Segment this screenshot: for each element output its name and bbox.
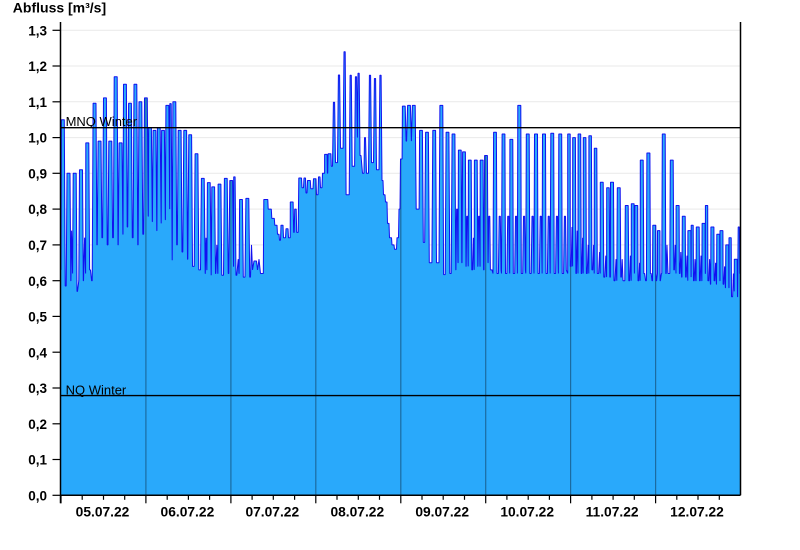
svg-text:1,1: 1,1 [28, 95, 47, 110]
svg-text:08.07.22: 08.07.22 [330, 505, 384, 520]
svg-text:0,1: 0,1 [28, 453, 47, 468]
svg-text:1,0: 1,0 [28, 131, 47, 146]
svg-text:0,6: 0,6 [28, 274, 47, 289]
svg-text:07.07.22: 07.07.22 [245, 505, 299, 520]
svg-text:1,3: 1,3 [28, 23, 47, 38]
svg-text:10.07.22: 10.07.22 [500, 505, 554, 520]
svg-text:0,5: 0,5 [28, 310, 47, 325]
svg-text:12.07.22: 12.07.22 [670, 505, 724, 520]
svg-text:1,2: 1,2 [28, 59, 47, 74]
svg-text:MNQ Winter: MNQ Winter [66, 114, 138, 129]
svg-text:0,8: 0,8 [28, 202, 47, 217]
svg-text:06.07.22: 06.07.22 [161, 505, 215, 520]
svg-text:05.07.22: 05.07.22 [76, 505, 130, 520]
svg-text:09.07.22: 09.07.22 [415, 505, 469, 520]
svg-text:0,9: 0,9 [28, 166, 47, 181]
svg-text:0,0: 0,0 [28, 488, 47, 503]
svg-text:0,3: 0,3 [28, 381, 47, 396]
svg-text:0,7: 0,7 [28, 238, 47, 253]
svg-text:11.07.22: 11.07.22 [586, 505, 639, 520]
svg-text:Abfluss [m³/s]: Abfluss [m³/s] [13, 0, 106, 16]
svg-text:0,4: 0,4 [28, 345, 47, 360]
svg-text:0,2: 0,2 [28, 417, 47, 432]
svg-text:NQ Winter: NQ Winter [66, 382, 127, 397]
